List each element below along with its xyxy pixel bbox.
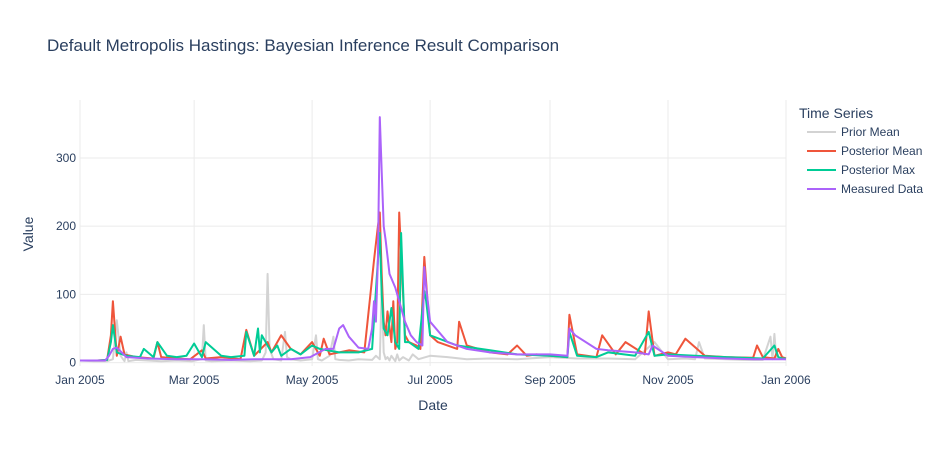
series-line-posterior-mean [80, 211, 787, 362]
y-tick-label: 300 [56, 151, 76, 165]
x-tick-label: Jan 2006 [761, 373, 811, 387]
x-tick-label: Jul 2005 [407, 373, 453, 387]
chart-title: Default Metropolis Hastings: Bayesian In… [47, 36, 559, 55]
y-axis-ticks: 0 100 200 300 [56, 151, 76, 370]
y-tick-label: 0 [69, 356, 76, 370]
legend-label-posterior-mean: Posterior Mean [841, 144, 922, 158]
series-line-prior-mean [79, 272, 787, 363]
x-tick-label: May 2005 [286, 373, 339, 387]
y-tick-label: 200 [56, 219, 76, 233]
legend-label-posterior-max: Posterior Max [841, 163, 915, 177]
y-axis-title: Value [20, 216, 36, 251]
series-lines [79, 116, 787, 363]
x-tick-label: Jan 2005 [55, 373, 105, 387]
series-line-posterior-max [80, 232, 786, 362]
legend-label-prior-mean: Prior Mean [841, 125, 900, 139]
x-tick-label: Mar 2005 [169, 373, 220, 387]
series-line-measured-data [80, 116, 786, 362]
x-tick-label: Nov 2005 [642, 373, 694, 387]
x-tick-label: Sep 2005 [524, 373, 576, 387]
gridlines [79, 100, 787, 366]
x-axis-title: Date [418, 397, 448, 413]
legend: Time Series Prior Mean Posterior Mean Post… [799, 105, 923, 196]
legend-items: Prior Mean Posterior Mean Posterior Max Mea… [807, 125, 923, 196]
legend-label-measured-data: Measured Data [841, 182, 923, 196]
y-tick-label: 100 [56, 287, 76, 301]
x-axis-ticks: Jan 2005 Mar 2005 May 2005 Jul 2005 Sep 2005… [55, 373, 811, 387]
legend-title: Time Series [799, 105, 873, 121]
